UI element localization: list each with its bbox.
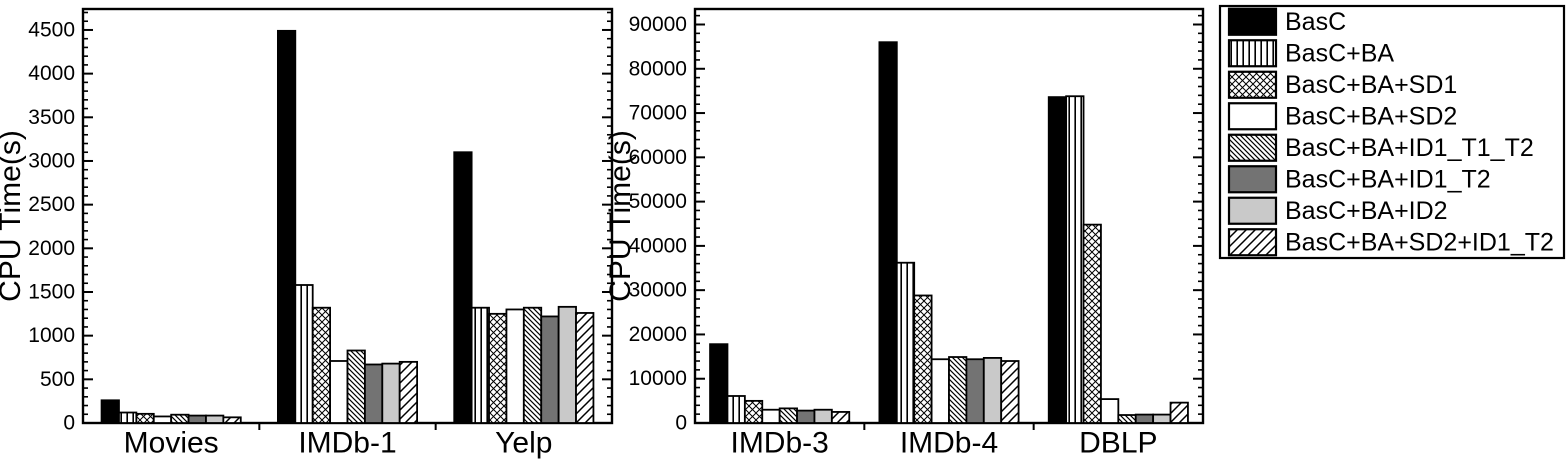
legend-label: BasC+BA+SD2+ID1_T2	[1285, 228, 1554, 256]
bar-BasC+BA+ID1_T1_T2-IMDb-4	[948, 356, 968, 424]
y-axis-title: CPU Time(s)	[604, 130, 637, 302]
bar-BasC+BA-DBLP	[1065, 95, 1085, 424]
legend-swatch-solid-black	[1227, 7, 1278, 36]
category-label: DBLP	[1079, 427, 1157, 459]
y-tick-label: 0	[63, 412, 75, 435]
bar-BasC+BA+SD2-Movies	[152, 415, 173, 424]
y-tick-label: 3500	[28, 106, 75, 129]
y-tick-label: 2500	[28, 193, 75, 216]
category-label: IMDb-4	[900, 427, 998, 459]
legend-label: BasC	[1285, 8, 1346, 36]
bar-BasC+BA+SD2-IMDb-4	[930, 358, 950, 424]
legend-swatch-vlines	[1227, 39, 1278, 68]
bar-BasC+BA+SD2+ID1_T2-Movies	[222, 416, 242, 424]
bar-BasC+BA+SD1-IMDb-1	[311, 306, 332, 424]
legend-swatch-light-gray	[1227, 196, 1278, 225]
bar-BasC+BA+ID1_T2-DBLP	[1134, 413, 1155, 424]
y-axis-title: CPU Time(s)	[0, 130, 27, 302]
legend-swatch-bdiag	[1227, 133, 1278, 162]
y-tick-label: 10000	[629, 367, 687, 390]
bar-BasC+BA+SD1-DBLP	[1082, 223, 1102, 424]
bar-BasC+BA-IMDb-4	[895, 261, 916, 424]
legend-label: BasC+BA+ID2	[1285, 197, 1448, 225]
bar-BasC+BA+ID2-DBLP	[1152, 413, 1172, 424]
bar-BasC+BA+ID2-IMDb-1	[381, 362, 401, 424]
bar-BasC-IMDb-4	[878, 41, 898, 424]
category-label: IMDb-1	[298, 427, 396, 459]
legend-swatch-white	[1227, 102, 1278, 131]
y-tick-label: 60000	[629, 146, 687, 169]
legend-swatch-fdiag	[1227, 228, 1278, 257]
bar-BasC+BA+SD2-Yelp	[505, 308, 525, 424]
left-chart-panel: 0 500 1000 1500 2000 2500 3000 3500 4000 4500 CPU …	[0, 7, 614, 459]
legend-swatch-dark-gray	[1227, 165, 1278, 194]
y-tick-label: 4500	[28, 18, 75, 41]
legend-label: BasC+BA+ID1_T2	[1285, 165, 1491, 193]
bar-BasC-Yelp	[453, 151, 473, 424]
bar-BasC+BA+SD1-Yelp	[488, 312, 508, 424]
y-tick-label: 2000	[28, 237, 75, 260]
bar-BasC+BA+SD2-DBLP	[1100, 398, 1120, 424]
bar-BasC+BA+ID2-Movies	[205, 414, 225, 424]
bar-BasC+BA+ID1_T1_T2-DBLP	[1117, 414, 1137, 424]
bar-BasC+BA+ID1_T1_T2-IMDb-1	[346, 349, 366, 424]
bar-BasC-DBLP	[1047, 96, 1068, 424]
bar-BasC-Movies	[100, 399, 120, 424]
y-tick-label: 50000	[629, 190, 687, 213]
bar-BasC+BA+SD2-IMDb-1	[329, 360, 349, 424]
y-tick-label: 3000	[28, 149, 75, 172]
bar-BasC+BA+SD1-IMDb-4	[913, 294, 933, 424]
bar-BasC+BA-IMDb-1	[294, 284, 314, 424]
bar-BasC-IMDb-3	[709, 343, 729, 424]
bar-BasC+BA+SD2+ID1_T2-IMDb-1	[398, 360, 419, 424]
bar-BasC+BA+SD2+ID1_T2-IMDb-3	[830, 411, 851, 424]
bar-BasC+BA+ID1_T1_T2-Movies	[170, 413, 190, 424]
legend-label: BasC+BA+ID1_T1_T2	[1285, 134, 1534, 162]
bar-BasC+BA+ID2-IMDb-3	[813, 408, 833, 424]
legend: BasC BasC+BA BasC+BA+SD1 BasC+BA+SD2 BasC+BA…	[1218, 4, 1566, 260]
legend-label: BasC+BA	[1285, 39, 1394, 67]
category-label: Yelp	[495, 427, 552, 459]
bar-BasC+BA+SD2-IMDb-3	[761, 408, 781, 424]
legend-swatch-xhatch	[1227, 70, 1278, 99]
y-tick-label: 1000	[28, 324, 75, 347]
bar-BasC+BA+ID1_T1_T2-IMDb-3	[778, 407, 798, 424]
y-tick-label: 30000	[629, 279, 687, 302]
bar-BasC+BA+ID1_T2-Movies	[187, 414, 207, 424]
bar-BasC-IMDb-1	[276, 29, 297, 424]
legend-frame	[1218, 4, 1566, 260]
y-tick-label: 40000	[629, 234, 687, 257]
y-tick-label: 80000	[629, 57, 687, 80]
bar-BasC+BA-Movies	[118, 411, 138, 424]
bar-BasC+BA+ID1_T2-IMDb-1	[363, 363, 384, 424]
legend-label: BasC+BA+SD2	[1285, 102, 1457, 130]
bar-BasC+BA+SD1-IMDb-3	[743, 399, 764, 424]
bar-BasC+BA-IMDb-3	[726, 395, 746, 424]
bar-BasC+BA+SD2+ID1_T2-IMDb-4	[1000, 360, 1020, 424]
y-tick-label: 70000	[629, 102, 687, 125]
bar-BasC+BA+ID2-Yelp	[557, 305, 577, 424]
right-chart-panel: 0 10000 20000 30000 40000 50000 60000 70000 8000…	[604, 7, 1205, 459]
y-tick-label: 1500	[28, 280, 75, 303]
bar-BasC+BA+ID1_T1_T2-Yelp	[522, 306, 543, 424]
y-tick-label: 20000	[629, 323, 687, 346]
y-tick-label: 90000	[629, 13, 687, 36]
bar-BasC+BA+ID1_T2-IMDb-3	[796, 409, 816, 424]
y-tick-label: 500	[40, 368, 75, 391]
y-tick-label: 0	[675, 412, 687, 435]
bar-BasC+BA+SD2+ID1_T2-DBLP	[1169, 401, 1189, 424]
bar-BasC+BA+SD1-Movies	[135, 412, 155, 424]
bar-BasC+BA+ID1_T2-IMDb-4	[965, 358, 985, 424]
bar-BasC+BA+ID2-IMDb-4	[982, 357, 1003, 424]
category-label: IMDb-3	[730, 427, 828, 459]
legend-label: BasC+BA+SD1	[1285, 71, 1457, 99]
bar-BasC+BA+SD2+ID1_T2-Yelp	[575, 312, 595, 424]
bar-BasC+BA+ID1_T2-Yelp	[540, 315, 560, 424]
y-tick-label: 4000	[28, 62, 75, 85]
category-label: Movies	[124, 427, 219, 459]
bar-BasC+BA-Yelp	[470, 306, 490, 424]
